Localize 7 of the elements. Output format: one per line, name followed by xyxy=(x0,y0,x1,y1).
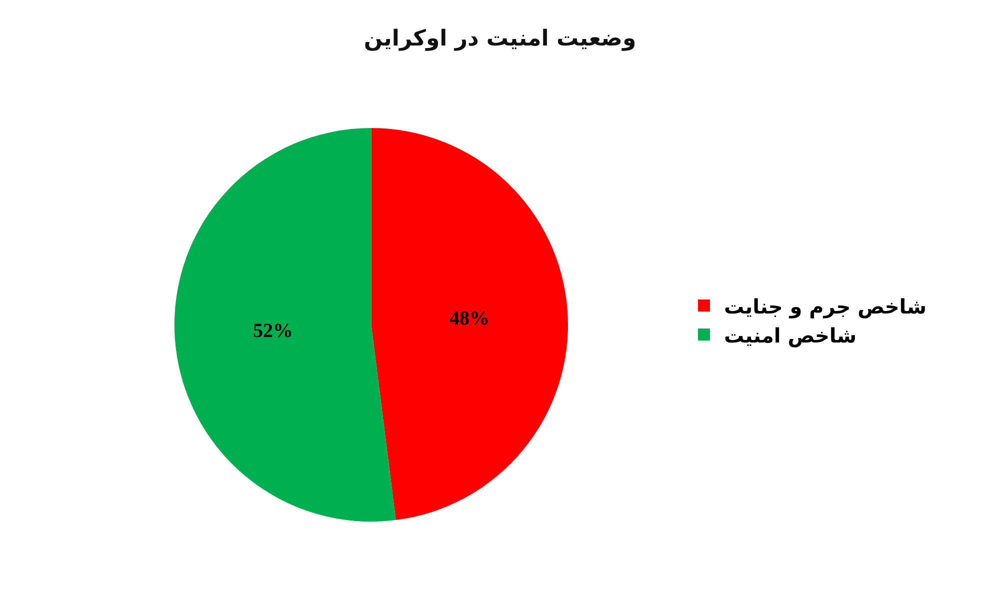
pie-slice xyxy=(371,128,568,520)
pie-slice xyxy=(174,128,396,522)
legend-label: شاخص جرم و جنایت xyxy=(724,294,926,318)
data-label: 52% xyxy=(252,320,293,342)
legend-label: شاخص امنیت xyxy=(724,323,857,348)
data-label: 48% xyxy=(450,308,490,330)
chart-title: وضعیت امنیت در اوکراین xyxy=(364,26,636,52)
